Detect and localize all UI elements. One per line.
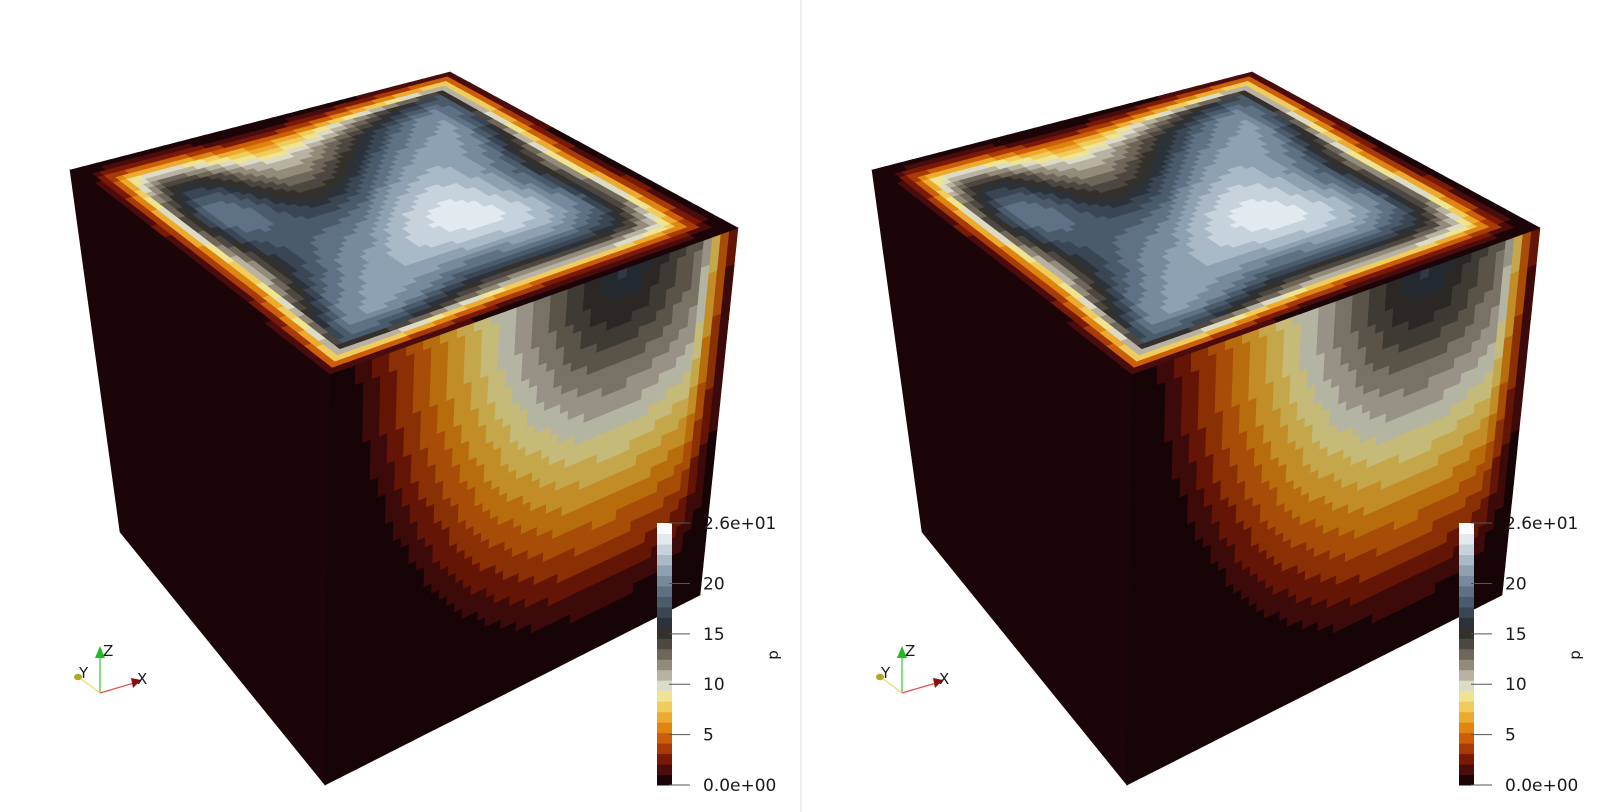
z-axis-cone-icon xyxy=(897,646,907,658)
colorbar-swatch xyxy=(657,669,672,681)
colorbar-swatch xyxy=(1459,596,1474,608)
colorbar-swatch xyxy=(657,711,672,723)
colorbar-tick-label: 0.0e+00 xyxy=(1505,776,1578,796)
colorbar-swatch xyxy=(657,680,672,692)
render-view-left[interactable]: 2.6e+01 20 15 10 5 0.0e+00 p Z X Y xyxy=(0,0,800,812)
cube-face-top xyxy=(69,71,739,375)
colorbar-swatch xyxy=(657,764,672,775)
colorbar-swatch xyxy=(657,774,672,786)
colorbar-swatch xyxy=(1459,564,1474,576)
colorbar-title: p xyxy=(764,650,782,660)
cube-face-front xyxy=(324,227,739,786)
colorbar-swatch xyxy=(1459,669,1474,681)
colorbar-swatch xyxy=(1459,732,1474,744)
colorbar-tick-label: 2.6e+01 xyxy=(703,514,776,534)
x-axis-cone-icon xyxy=(933,678,943,688)
colorbar-swatch xyxy=(1459,659,1474,671)
colorbar-swatch xyxy=(657,648,672,660)
colorbar-tick-label: 15 xyxy=(703,625,725,645)
y-axis-cone-icon xyxy=(876,673,884,681)
cube-face-left xyxy=(69,169,331,786)
y-axis-line xyxy=(881,677,903,694)
colorbar-swatch xyxy=(1459,774,1474,786)
colorbar-swatch xyxy=(1459,585,1474,597)
colorbar-swatch xyxy=(657,575,672,587)
view-divider[interactable] xyxy=(800,0,802,812)
colorbar-swatch xyxy=(1459,617,1474,629)
cube-face-left xyxy=(871,169,1133,786)
colorbar-swatch xyxy=(657,554,672,566)
cube-face-front xyxy=(1126,227,1541,786)
x-axis-label: X xyxy=(137,670,147,688)
colorbar-swatch xyxy=(657,722,672,734)
z-axis-cone-icon xyxy=(95,646,105,658)
orientation-axes: Z X Y xyxy=(74,642,147,694)
colorbar-swatch xyxy=(1459,638,1474,650)
colorbar-swatch xyxy=(1459,711,1474,723)
orientation-axes: Z X Y xyxy=(876,642,949,694)
colorbar-swatch xyxy=(1459,764,1474,775)
y-axis-label: Y xyxy=(880,664,891,682)
x-axis-cone-icon xyxy=(131,678,141,688)
colorbar-swatch xyxy=(657,701,672,713)
colorbar-swatch xyxy=(657,690,672,702)
colorbar-swatch xyxy=(1459,722,1474,734)
colorbar-swatch xyxy=(657,617,672,629)
cube-mesh xyxy=(69,71,739,786)
colorbar-swatch xyxy=(657,732,672,744)
colorbar-swatch xyxy=(657,753,672,765)
colorbar-swatch xyxy=(1459,690,1474,702)
colorbar-swatch xyxy=(657,743,672,755)
colorbar-swatch xyxy=(657,544,672,555)
y-axis-line xyxy=(79,677,101,694)
cube-render: 2.6e+01 20 15 10 5 0.0e+00 p Z X Y xyxy=(69,71,782,796)
colorbar-tick-label: 10 xyxy=(1505,675,1527,695)
colorbar-swatch xyxy=(1459,606,1474,618)
colorbar-swatch xyxy=(657,523,672,534)
cube-render: 2.6e+01 20 15 10 5 0.0e+00 p Z X Y xyxy=(871,71,1584,796)
colorbar-swatch xyxy=(1459,648,1474,660)
colorbar-swatch xyxy=(1459,523,1474,534)
colorbar-tick-label: 20 xyxy=(1505,574,1527,594)
colorbar-tick-label: 15 xyxy=(1505,625,1527,645)
colorbar-tick-label: 5 xyxy=(1505,726,1516,746)
colorbar-tick-label: 20 xyxy=(703,574,725,594)
x-axis-line xyxy=(901,682,937,694)
x-axis-label: X xyxy=(939,670,949,688)
colorbar-swatch xyxy=(657,564,672,576)
color-legend: 2.6e+01 20 15 10 5 0.0e+00 p xyxy=(1459,514,1584,796)
colorbar-swatch xyxy=(657,533,672,545)
colorbar-swatch xyxy=(1459,575,1474,587)
colorbar-tick-label: 2.6e+01 xyxy=(1505,514,1578,534)
colorbar-swatch xyxy=(657,596,672,608)
colorbar-swatch xyxy=(1459,533,1474,545)
colorbar-swatch xyxy=(1459,544,1474,555)
colorbar-swatch xyxy=(1459,680,1474,692)
z-axis-label: Z xyxy=(103,642,113,660)
colorbar-swatch xyxy=(1459,743,1474,755)
cube-face-top xyxy=(871,71,1541,375)
colorbar-swatch xyxy=(1459,627,1474,639)
colorbar-tick-label: 5 xyxy=(703,726,714,746)
colorbar-swatch xyxy=(657,638,672,650)
z-axis-label: Z xyxy=(905,642,915,660)
colorbar-swatch xyxy=(1459,753,1474,765)
colorbar-swatch xyxy=(657,627,672,639)
colorbar-tick-label: 0.0e+00 xyxy=(703,776,776,796)
y-axis-label: Y xyxy=(78,664,89,682)
colorbar-tick-label: 10 xyxy=(703,675,725,695)
cube-mesh xyxy=(871,71,1541,786)
colorbar-swatch xyxy=(657,606,672,618)
colorbar-swatch xyxy=(657,585,672,597)
color-legend: 2.6e+01 20 15 10 5 0.0e+00 p xyxy=(657,514,782,796)
colorbar-swatch xyxy=(1459,701,1474,713)
y-axis-cone-icon xyxy=(74,673,82,681)
colorbar-swatch xyxy=(1459,554,1474,566)
colorbar-title: p xyxy=(1566,650,1584,660)
render-view-right[interactable]: 2.6e+01 20 15 10 5 0.0e+00 p Z X Y xyxy=(802,0,1602,812)
x-axis-line xyxy=(99,682,135,694)
colorbar-swatch xyxy=(657,659,672,671)
